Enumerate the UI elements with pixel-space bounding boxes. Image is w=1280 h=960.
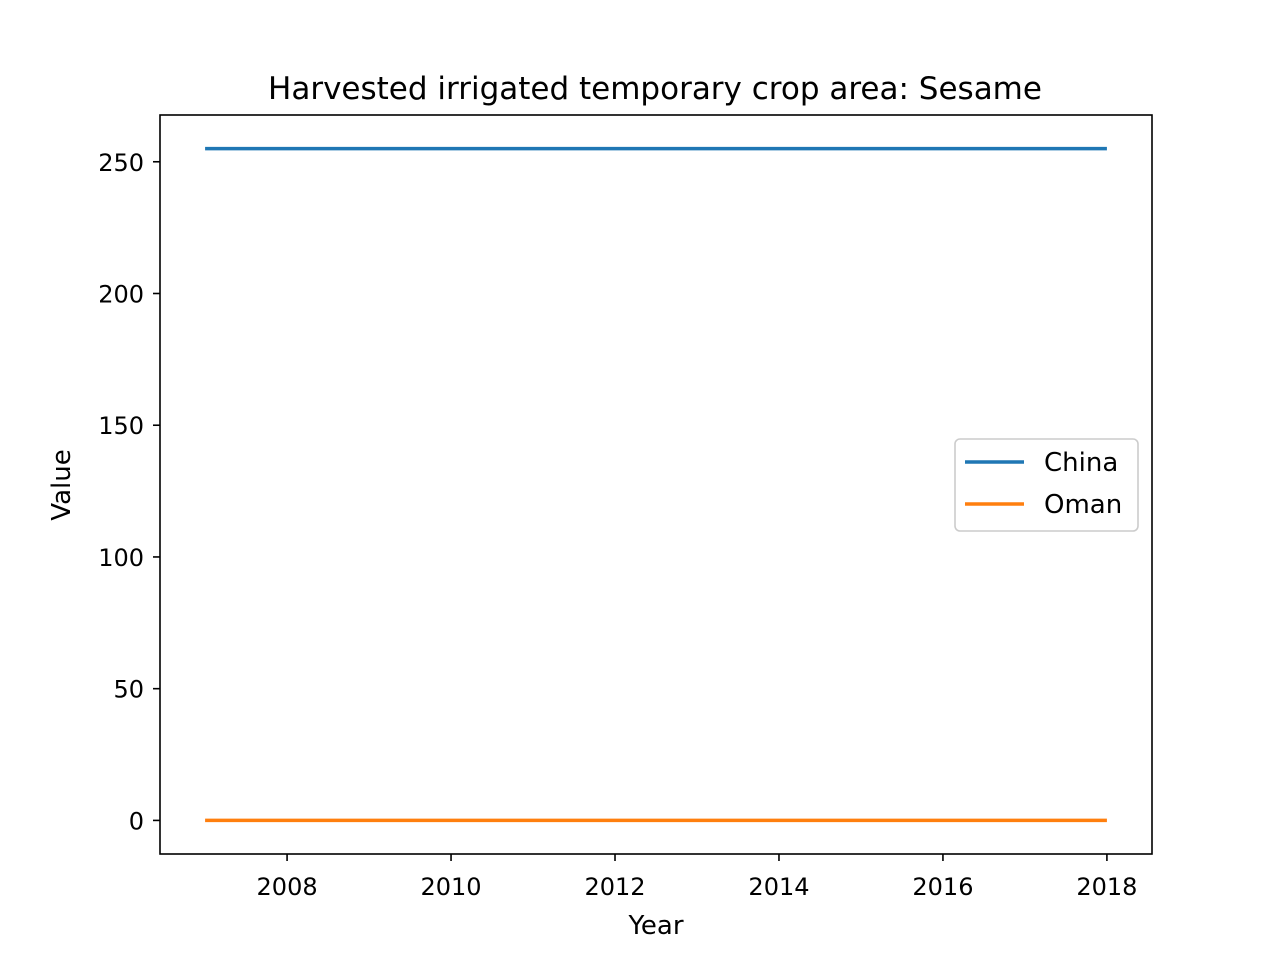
x-tick-label-2008: 2008 xyxy=(257,873,318,901)
x-axis-label: Year xyxy=(627,911,683,941)
legend: China Oman xyxy=(954,438,1139,532)
x-tick-label-2014: 2014 xyxy=(748,873,809,901)
y-tick-label-150: 150 xyxy=(98,412,144,440)
x-axis: 2008 2010 2012 2014 2016 2018 xyxy=(257,854,1137,901)
x-tick-label-2016: 2016 xyxy=(912,873,973,901)
x-tick-label-2012: 2012 xyxy=(584,873,645,901)
plot-frame xyxy=(159,114,1153,855)
series-layer xyxy=(205,146,1107,823)
y-axis-label: Value xyxy=(47,449,77,520)
y-tick-label-50: 50 xyxy=(113,676,144,704)
legend-label-china: China xyxy=(1044,448,1118,478)
legend-label-oman: Oman xyxy=(1044,490,1122,520)
y-tick-label-0: 0 xyxy=(129,807,144,835)
x-tick-label-2010: 2010 xyxy=(421,873,482,901)
y-axis: 0 50 100 150 200 250 xyxy=(98,149,160,835)
y-tick-label-250: 250 xyxy=(98,149,144,177)
chart-title: Harvested irrigated temporary crop area:… xyxy=(268,71,1042,107)
x-tick-label-2018: 2018 xyxy=(1076,873,1137,901)
y-tick-label-100: 100 xyxy=(98,544,144,572)
y-tick-label-200: 200 xyxy=(98,280,144,308)
